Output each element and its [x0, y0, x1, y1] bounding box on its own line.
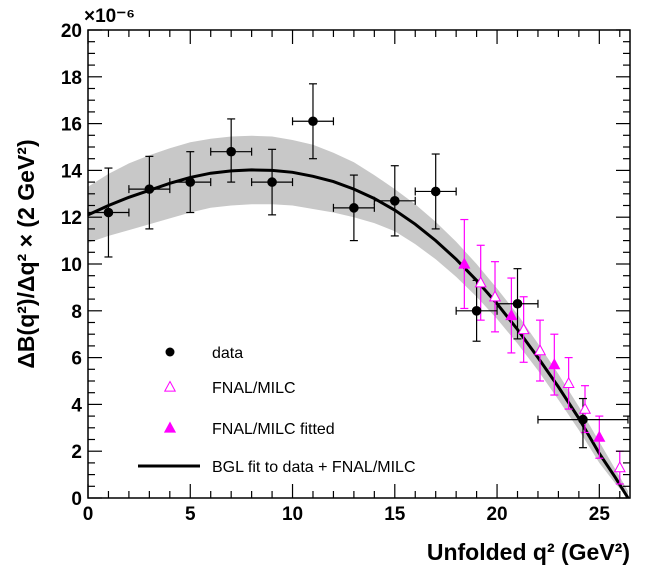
data-point [185, 177, 196, 187]
fnal-milc-point [562, 376, 575, 388]
fnal-milc-point [533, 344, 547, 356]
data-point [512, 298, 523, 309]
data-point [267, 177, 277, 187]
y-tick-label: 18 [61, 68, 82, 89]
y-tick-label: 12 [61, 208, 82, 229]
fnal-milc-point [517, 322, 530, 335]
y-tick-label: 16 [61, 115, 82, 136]
fnal-milc-point [578, 402, 592, 414]
fnal-milc-point [613, 461, 626, 473]
fnal-milc-fitted-point [505, 308, 518, 321]
x-tick-label: 10 [282, 504, 303, 525]
data-point [471, 306, 482, 316]
legend-marker-fnal-milc [163, 380, 177, 392]
y-axis-title: ΔB(q²)/Δq² × (2 GeV²) [13, 139, 39, 368]
y-tick-label: 14 [61, 161, 83, 182]
legend-label: data [212, 345, 243, 362]
legend-marker-data [165, 347, 175, 357]
data-point [578, 414, 588, 425]
fnal-milc-fitted-point [593, 430, 606, 442]
data-point [430, 186, 441, 197]
data-point [308, 116, 318, 127]
legend-entry: FNAL/MILC [163, 380, 296, 397]
y-tick-label: 0 [71, 489, 82, 510]
legend-label: FNAL/MILC fitted [212, 421, 335, 438]
x-tick-label: 25 [589, 504, 611, 525]
fnal-milc-point [488, 290, 502, 302]
bgl-fit-curve [87, 168, 630, 499]
data-point [226, 146, 236, 157]
legend-entry: BGL fit to data + FNAL/MILC [138, 459, 416, 476]
y-tick-label: 2 [71, 442, 82, 463]
fnal-milc-fitted-point [548, 358, 561, 370]
y-tick-label: 6 [71, 349, 82, 370]
legend-entry: data [165, 345, 243, 362]
fnal-milc-point [474, 276, 487, 288]
x-axis-title: Unfolded q² (GeV²) [427, 539, 630, 565]
x-tick-label: 5 [185, 504, 196, 525]
y-axis-multiplier: ×10⁻⁶ [84, 6, 135, 27]
fnal-milc-fitted-point [458, 257, 471, 269]
legend-label: BGL fit to data + FNAL/MILC [212, 459, 416, 476]
legend-label: FNAL/MILC [212, 380, 296, 397]
x-tick-label: 20 [486, 504, 507, 525]
y-tick-label: 4 [71, 395, 82, 416]
data-point [103, 207, 114, 218]
x-tick-label: 15 [384, 504, 406, 525]
data-point [389, 196, 400, 206]
legend-marker-fnal-milc-fitted [163, 421, 177, 433]
y-tick-label: 10 [61, 255, 82, 276]
y-tick-label: 20 [61, 21, 82, 42]
legend-entry: FNAL/MILC fitted [163, 421, 335, 438]
data-point [144, 184, 155, 194]
x-tick-label: 0 [83, 504, 94, 525]
data-point [349, 203, 359, 213]
y-tick-label: 8 [71, 302, 82, 323]
